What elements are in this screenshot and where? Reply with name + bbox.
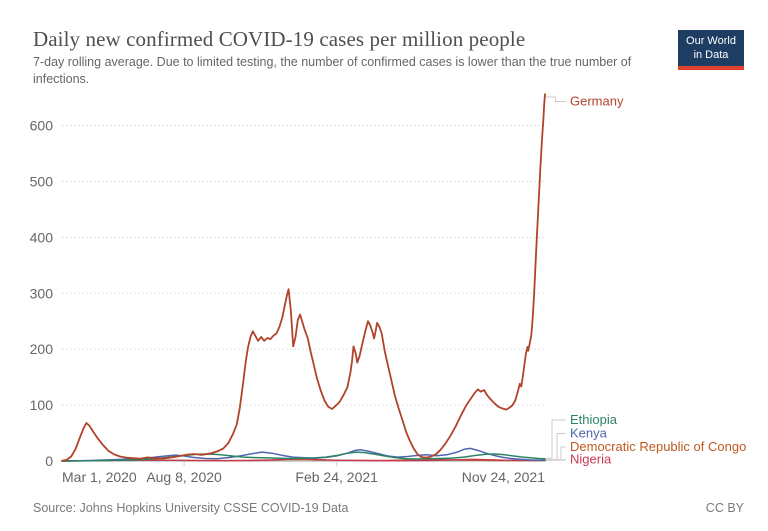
legend-label-kenya[interactable]: Kenya bbox=[570, 426, 608, 441]
source-note: Source: Johns Hopkins University CSSE CO… bbox=[33, 501, 349, 515]
legend-label-democratic-republic-of-congo[interactable]: Democratic Republic of Congo bbox=[570, 439, 746, 454]
legend-label-germany[interactable]: Germany bbox=[570, 94, 624, 109]
page-title: Daily new confirmed COVID-19 cases per m… bbox=[33, 27, 526, 51]
series-line-germany[interactable] bbox=[61, 93, 546, 462]
x-tick-label-mar-1-2020: Mar 1, 2020 bbox=[62, 469, 137, 485]
legend-connector-kenya bbox=[546, 433, 566, 461]
legend-label-ethiopia[interactable]: Ethiopia bbox=[570, 412, 618, 427]
page-subtitle: 7-day rolling average. Due to limited te… bbox=[33, 55, 632, 86]
y-tick-label-100: 100 bbox=[30, 397, 54, 413]
legend-label-nigeria[interactable]: Nigeria bbox=[570, 452, 612, 467]
x-tick-label-aug-8-2020: Aug 8, 2020 bbox=[146, 469, 222, 485]
owid-logo-line1: Our World bbox=[686, 35, 736, 47]
series-line-nigeria[interactable] bbox=[61, 458, 546, 462]
legend-connector-ethiopia bbox=[546, 419, 566, 459]
x-tick-label-nov-24-2021: Nov 24, 2021 bbox=[462, 469, 545, 485]
y-tick-label-600: 600 bbox=[30, 118, 54, 134]
owid-logo[interactable]: Our World in Data bbox=[678, 30, 744, 70]
y-tick-label-400: 400 bbox=[30, 229, 54, 245]
y-tick-label-300: 300 bbox=[30, 285, 54, 301]
legend-connector-germany bbox=[546, 96, 566, 102]
y-tick-label-500: 500 bbox=[30, 173, 54, 189]
x-tick-label-feb-24-2021: Feb 24, 2021 bbox=[295, 469, 378, 485]
y-tick-label-200: 200 bbox=[30, 341, 54, 357]
owid-logo-line2: in Data bbox=[693, 49, 729, 62]
y-tick-label-0: 0 bbox=[45, 453, 53, 469]
license-badge[interactable]: CC BY bbox=[705, 501, 744, 515]
